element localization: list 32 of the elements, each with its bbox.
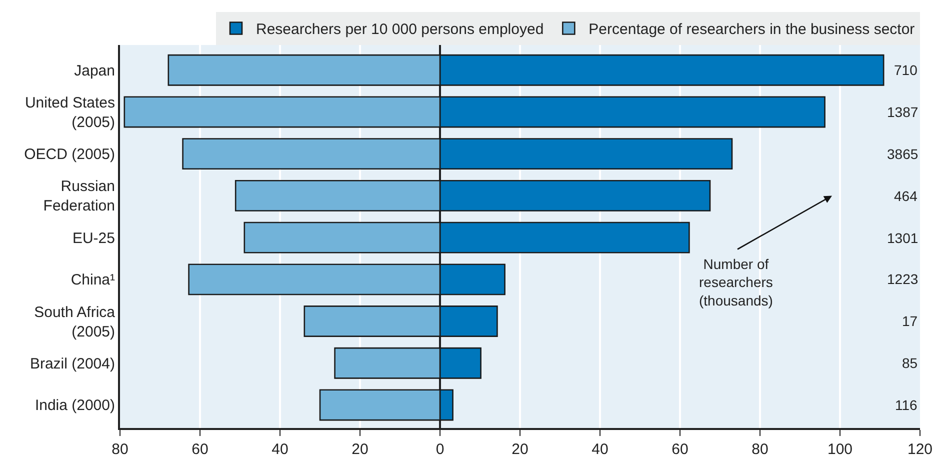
annotation: 464: [894, 188, 918, 204]
x-tick-label: 60: [672, 441, 688, 458]
y-tick-label: EU-25: [72, 230, 115, 247]
annotation: 17: [902, 313, 918, 329]
x-tick-label: 40: [592, 441, 608, 458]
annotation: 1223: [887, 271, 918, 287]
y-tick-label: Japan: [74, 62, 115, 80]
x-tick-label: 0: [436, 441, 444, 458]
x-tick-label: 80: [752, 441, 768, 458]
annotation: 1301: [887, 230, 918, 246]
y-tick-label: Russian Federation: [43, 178, 115, 215]
x-tick-label: 20: [352, 441, 368, 458]
annotation: 1387: [887, 104, 918, 120]
annotation: 85: [902, 355, 918, 371]
y-tick-label: China¹: [70, 272, 116, 289]
annotation: 710: [894, 62, 918, 78]
y-tick-label: Brazil (2004): [30, 355, 115, 372]
legend-label: Percentage of researchers in the business sector: [588, 21, 915, 38]
annotation: 116: [895, 397, 918, 413]
x-tick-label: 80: [112, 441, 128, 458]
y-tick-label: United States (2005): [24, 94, 116, 131]
x-tick-label: 20: [512, 441, 528, 458]
annotation: 3865: [887, 146, 918, 162]
x-tick-label: 120: [907, 441, 933, 458]
x-tick-label: 40: [272, 441, 288, 458]
y-tick-label: OECD (2005): [24, 146, 115, 164]
legend-label: Researchers per 10 000 persons employed: [256, 21, 544, 38]
y-tick-label: India (2000): [34, 397, 115, 414]
x-tick-label: 100: [827, 441, 853, 458]
x-tick-label: 60: [192, 441, 208, 458]
y-tick-label: South Africa (2005): [34, 304, 116, 340]
annotation: Number of researchers (thousands): [699, 256, 773, 308]
